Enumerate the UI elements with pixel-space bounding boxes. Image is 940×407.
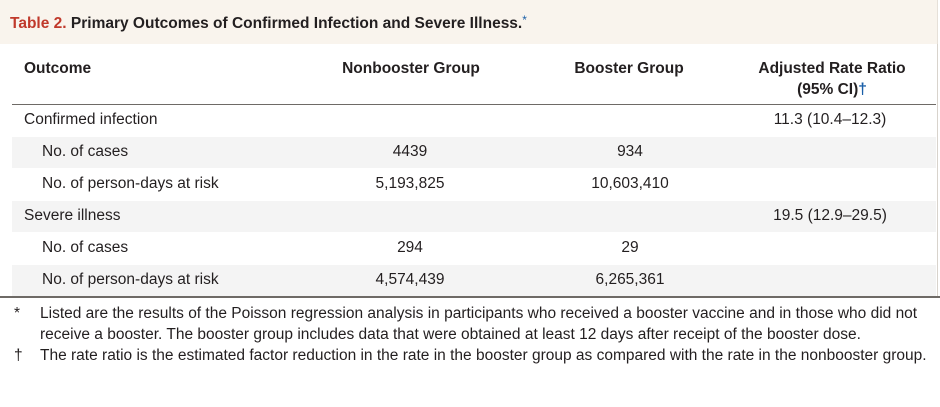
table-row: No. of person-days at risk 4,574,439 6,2… xyxy=(12,265,936,296)
booster-value: 10,603,410 xyxy=(591,175,669,192)
nonbooster-value: 4,574,439 xyxy=(375,271,445,288)
row-label: Confirmed infection xyxy=(24,111,158,128)
header-rate-ratio-text: Adjusted Rate Ratio xyxy=(758,60,906,77)
booster-value: 6,265,361 xyxy=(595,271,665,288)
row-label: No. of person-days at risk xyxy=(42,175,219,192)
table-title-text: Primary Outcomes of Confirmed Infection … xyxy=(70,15,523,32)
table-footnotes: * Listed are the results of the Poisson … xyxy=(10,303,928,366)
header-outcome: Outcome xyxy=(24,60,92,77)
booster-value: 934 xyxy=(617,143,643,160)
table-title-footnote-mark: * xyxy=(522,13,527,27)
row-label: No. of cases xyxy=(42,239,129,256)
table-row: No. of cases 294 29 xyxy=(12,233,936,264)
table-title: Table 2. Primary Outcomes of Confirmed I… xyxy=(10,13,527,33)
nonbooster-value: 5,193,825 xyxy=(375,175,445,192)
table-bottom-rule xyxy=(0,296,940,298)
table-label: Table 2. xyxy=(10,15,67,32)
nonbooster-value: 4439 xyxy=(392,143,428,160)
nonbooster-value: 294 xyxy=(397,239,423,256)
footnote-asterisk: * Listed are the results of the Poisson … xyxy=(10,303,928,345)
table-row: No. of cases 4439 934 xyxy=(12,137,936,168)
footnote-dagger: † The rate ratio is the estimated factor… xyxy=(10,345,928,366)
row-label: No. of cases xyxy=(42,143,129,160)
data-table: Outcome Nonbooster Group Booster Group A… xyxy=(0,44,938,298)
table-row: Severe illness 19.5 (12.9–29.5) xyxy=(12,201,936,232)
row-label: No. of person-days at risk xyxy=(42,271,219,288)
rate-ratio-value: 19.5 (12.9–29.5) xyxy=(773,207,887,224)
rate-ratio-value: 11.3 (10.4–12.3) xyxy=(773,111,887,128)
footnote-text: The rate ratio is the estimated factor r… xyxy=(40,347,927,364)
table-row: No. of person-days at risk 5,193,825 10,… xyxy=(12,169,936,200)
row-label: Severe illness xyxy=(24,207,121,224)
footnote-text: Listed are the results of the Poisson re… xyxy=(40,305,918,343)
footnote-symbol: * xyxy=(14,305,21,322)
header-dagger-mark: † xyxy=(858,81,867,98)
header-ci-text: (95% CI) xyxy=(797,81,859,98)
footnote-symbol: † xyxy=(14,347,23,364)
table-title-bar: Table 2. Primary Outcomes of Confirmed I… xyxy=(0,0,938,44)
header-booster-text: Booster Group xyxy=(574,60,684,77)
booster-value: 29 xyxy=(621,239,639,256)
header-nonbooster-text: Nonbooster Group xyxy=(342,60,480,77)
header-rule xyxy=(12,104,936,105)
table-row: Confirmed infection 11.3 (10.4–12.3) xyxy=(12,105,936,136)
